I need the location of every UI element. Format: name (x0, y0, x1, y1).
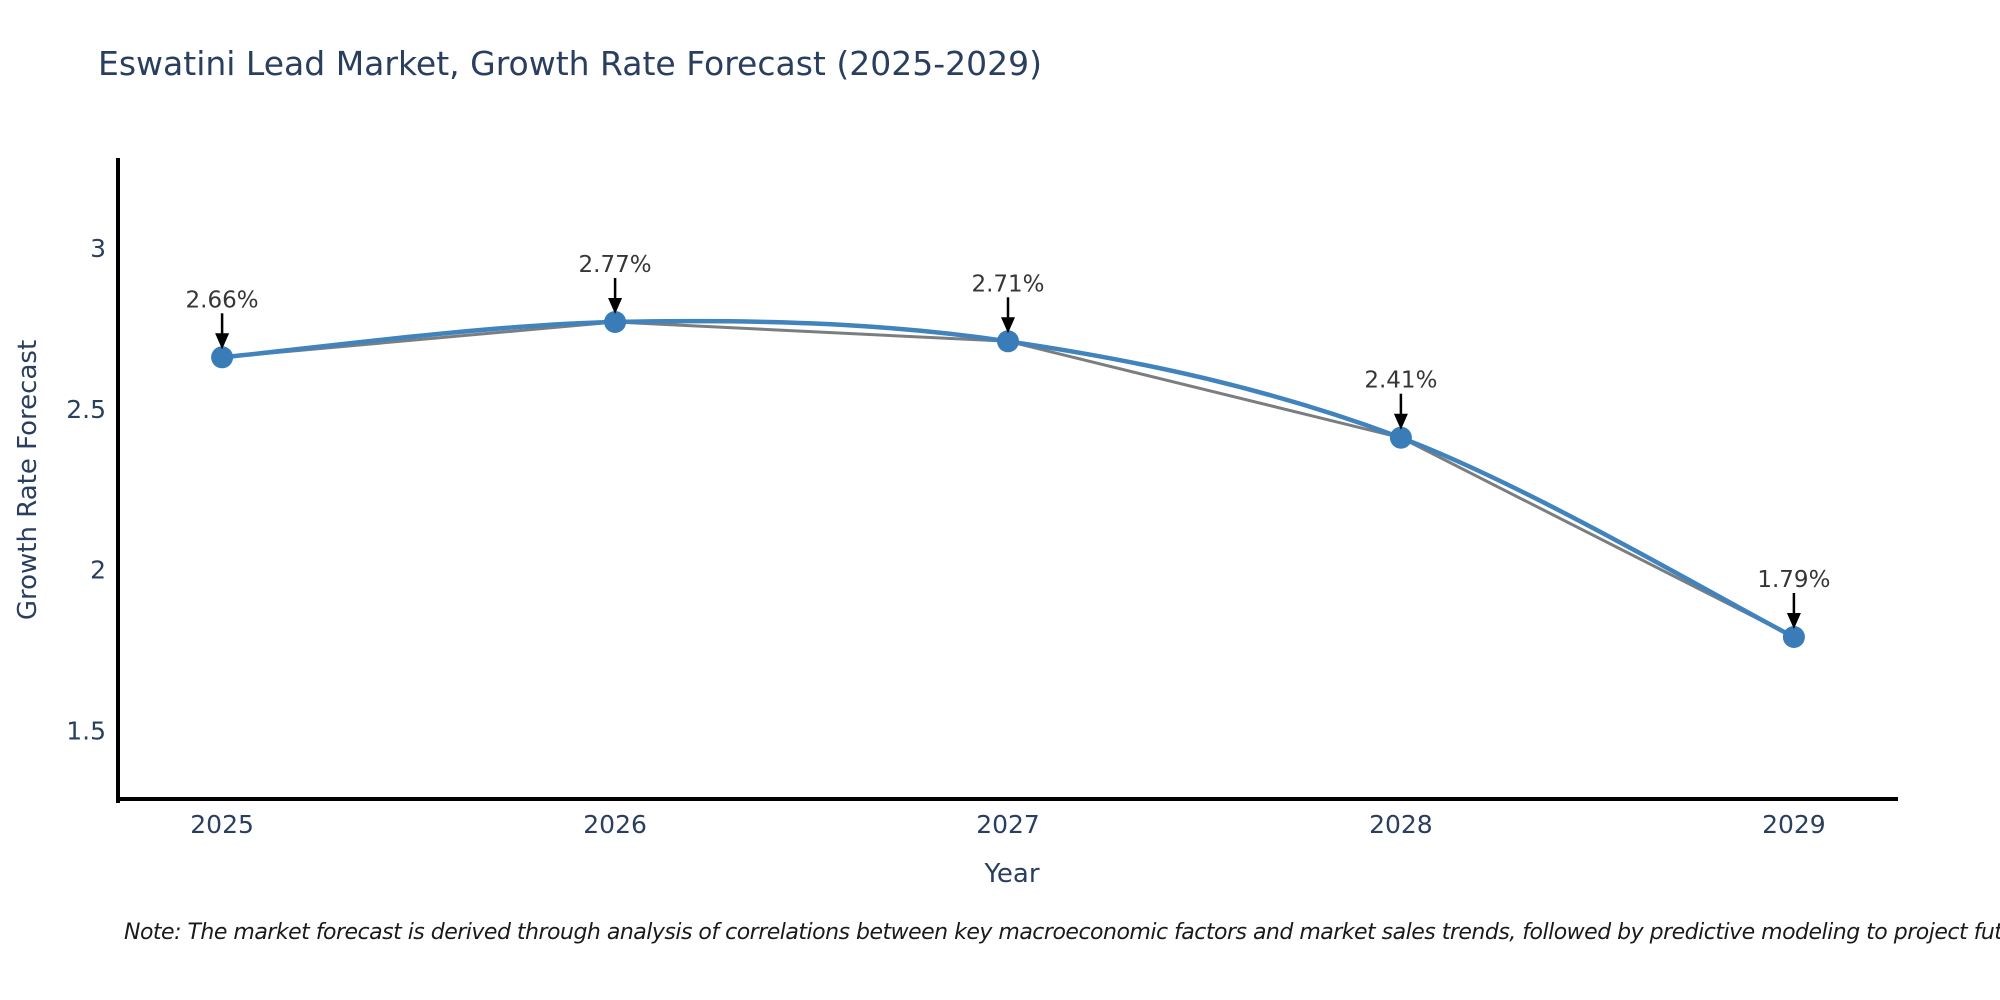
y-axis-title: Growth Rate Forecast (13, 339, 43, 621)
y-tick-label: 1.5 (66, 716, 106, 745)
annotation-label: 2.71% (971, 271, 1044, 297)
y-tick-label: 2.5 (66, 395, 106, 424)
x-tick-label: 2028 (1369, 810, 1433, 839)
forecast-line (219, 318, 1797, 640)
x-tick-label: 2029 (1762, 810, 1826, 839)
data-point-marker (604, 311, 627, 333)
footnote: Note: The market forecast is derived thr… (124, 920, 2000, 945)
annotation-arrow-head (1393, 413, 1408, 430)
annotation-arrow-head (215, 333, 230, 350)
annotation-label: 2.77% (579, 252, 652, 278)
annotation-arrow-head (1001, 317, 1015, 334)
data-point-marker (1782, 626, 1805, 648)
annotation-arrow-head (608, 298, 623, 314)
x-tick-label: 2026 (583, 810, 647, 839)
y-tick-label: 3 (90, 234, 106, 263)
data-point-marker (211, 346, 234, 369)
annotation-label: 2.66% (186, 287, 259, 313)
annotation-label: 1.79% (1757, 567, 1830, 593)
data-point-marker (1389, 426, 1412, 449)
x-axis-title: Year (984, 859, 1040, 889)
data-point-marker (997, 330, 1019, 353)
trend-shadow-line (221, 320, 1795, 639)
annotation-label: 2.41% (1364, 368, 1437, 394)
x-tick-label: 2027 (976, 810, 1040, 839)
chart-title: Eswatini Lead Market, Growth Rate Foreca… (98, 44, 1042, 83)
y-tick-label: 2 (90, 556, 106, 585)
annotation-arrow-head (1786, 613, 1801, 629)
x-tick-label: 2025 (190, 810, 254, 839)
